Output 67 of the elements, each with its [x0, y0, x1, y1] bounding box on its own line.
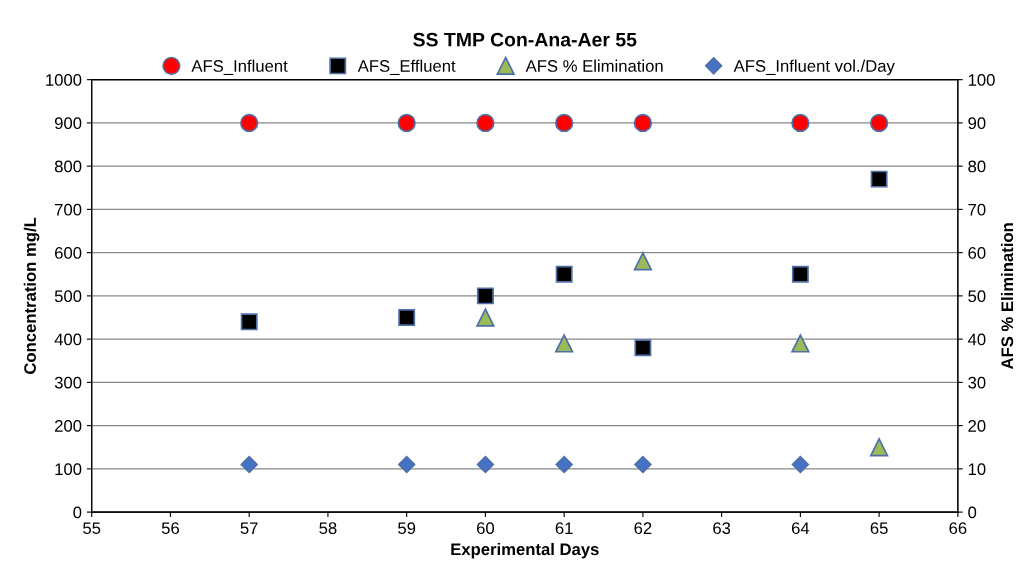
- legend-label: AFS_Influent: [191, 59, 288, 76]
- y-tick-label: 800: [54, 160, 82, 173]
- legend-label: AFS_Influent vol./Day: [733, 59, 895, 76]
- point: [869, 438, 889, 457]
- y-tick-label: 300: [54, 376, 82, 389]
- point: [634, 339, 652, 357]
- y-tick-label: 900: [54, 117, 82, 130]
- y2-tick-label: 60: [968, 247, 986, 259]
- point: [791, 113, 810, 133]
- chart-title: SS TMP Con-Ana-Aer 55: [413, 32, 637, 47]
- y-tick-label: 100: [55, 463, 82, 476]
- x-tick-label: 64: [791, 522, 810, 535]
- point: [791, 265, 809, 283]
- legend-label: AFS % Elimination: [525, 59, 663, 72]
- x-tick-label: 58: [319, 522, 337, 535]
- point: [476, 113, 495, 133]
- x-tick-label: 59: [398, 522, 416, 535]
- x-tick-label: 56: [161, 522, 179, 535]
- y-tick-label: 200: [55, 420, 82, 432]
- y2-tick-label: 0: [968, 506, 977, 519]
- point: [870, 170, 888, 188]
- point: [633, 113, 653, 133]
- point: [476, 455, 495, 474]
- point: [240, 455, 258, 474]
- point: [791, 334, 810, 353]
- y-tick-label: 400: [54, 333, 82, 346]
- point: [397, 455, 416, 474]
- y2-tick-label: 100: [968, 74, 995, 86]
- x-tick-label: 63: [713, 522, 731, 535]
- y-tick-label: 1000: [46, 74, 82, 86]
- y-axis-title: Concentration mg/L: [23, 217, 40, 374]
- y-tick-label: 700: [55, 203, 82, 216]
- y2-tick-label: 30: [968, 376, 986, 389]
- x-tick-label: 66: [949, 522, 967, 535]
- point: [791, 455, 810, 474]
- point: [554, 113, 574, 133]
- x-tick-label: 60: [476, 522, 495, 535]
- point: [555, 455, 573, 474]
- point: [240, 313, 258, 331]
- y2-tick-label: 80: [968, 160, 986, 173]
- y-tick-label: 500: [54, 290, 82, 303]
- x-tick-label: 61: [555, 522, 573, 535]
- point: [555, 265, 573, 283]
- point: [476, 308, 495, 327]
- y2-tick-label: 10: [968, 463, 986, 476]
- x-tick-label: 62: [634, 522, 652, 535]
- point: [554, 334, 574, 353]
- y2-tick-label: 70: [968, 203, 986, 216]
- point: [634, 455, 652, 474]
- point: [240, 113, 259, 133]
- point: [397, 113, 416, 133]
- y2-tick-label: 40: [967, 333, 986, 346]
- point: [398, 309, 416, 326]
- x-tick-label: 55: [83, 522, 101, 535]
- y-tick-label: 0: [73, 506, 82, 519]
- x-tick-label: 57: [240, 522, 258, 535]
- x-tick-label: 65: [870, 522, 888, 535]
- y2-tick-label: 20: [968, 420, 986, 432]
- legend-label: AFS_Effluent: [357, 59, 456, 76]
- y2-tick-label: 90: [968, 117, 986, 130]
- point: [869, 113, 889, 133]
- point: [476, 287, 494, 305]
- x-axis-title: Experimental Days: [451, 542, 599, 559]
- y2-tick-label: 50: [968, 290, 986, 303]
- point: [633, 252, 653, 271]
- y2-axis-title: AFS % Elimination: [1000, 223, 1014, 370]
- y-tick-label: 600: [55, 247, 82, 259]
